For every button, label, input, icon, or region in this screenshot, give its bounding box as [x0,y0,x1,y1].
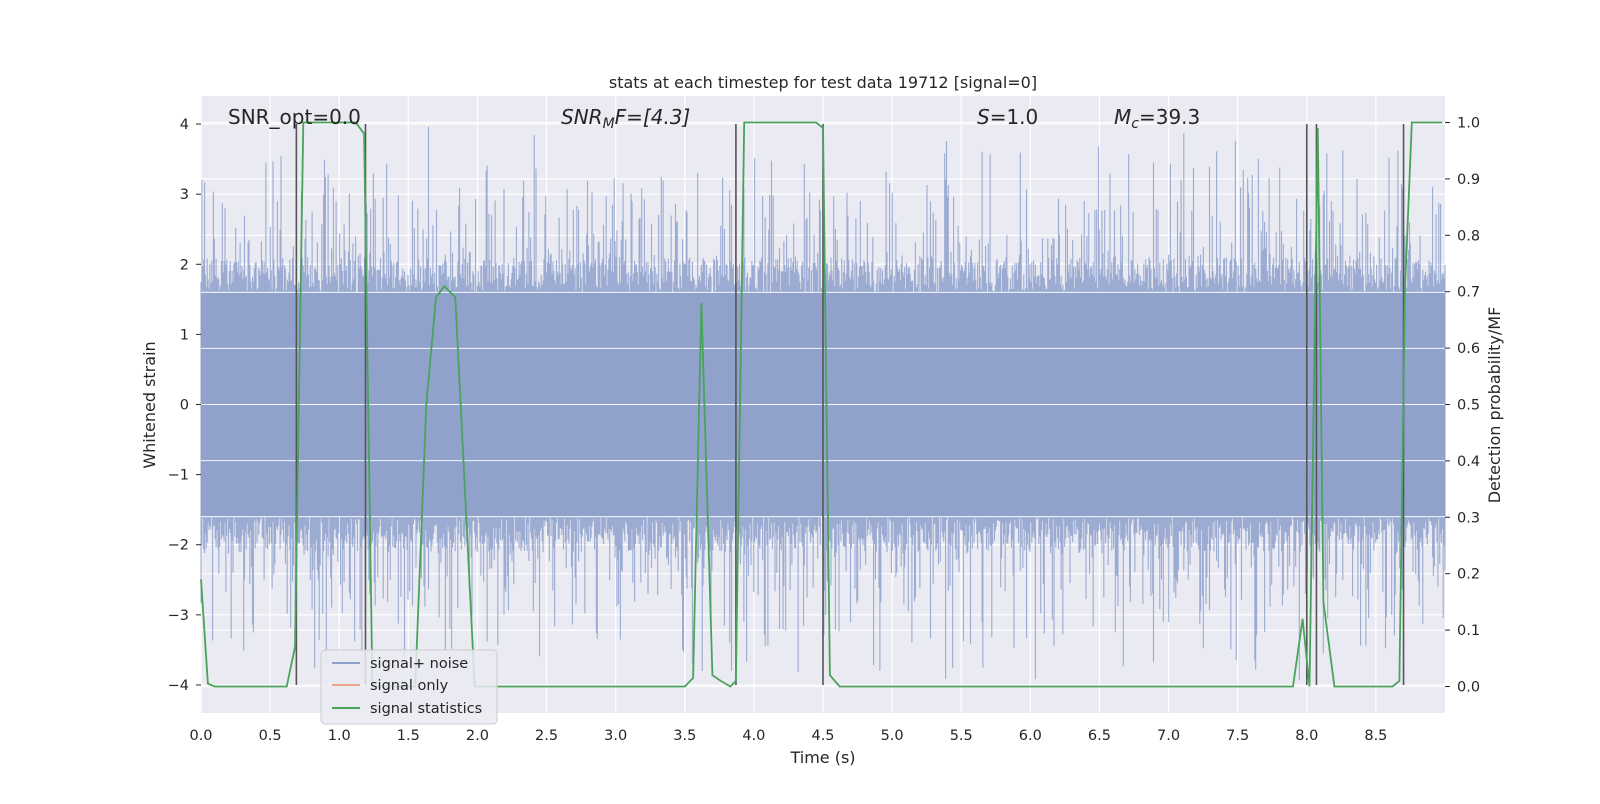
y-tick-label: −1 [168,468,189,484]
y2-tick-label: 0.8 [1457,228,1480,244]
y2-tick-label: 0.9 [1457,172,1480,188]
annotation-s: S=1.0 [977,105,1038,129]
series-signal-statistics [200,121,1443,688]
x-tick-label: 6.5 [1088,728,1111,744]
legend: signal+ noise signal only signal statist… [320,649,498,725]
annotation-mc-sub: c [1131,116,1139,132]
x-tick-label: 7.5 [1226,728,1249,744]
annotation-mc-tail: =39.3 [1139,105,1200,129]
annotation-s-tail: =1.0 [990,105,1039,129]
x-tick-label: 3.5 [673,728,696,744]
chart-title: stats at each timestep for test data 197… [609,73,1037,92]
y-tick-label: 0 [180,398,189,414]
x-tick-label: 4.0 [742,728,765,744]
legend-label-signal-noise: signal+ noise [370,656,468,672]
annotation-snr-opt: SNR_opt=0.0 [228,105,361,129]
x-tick-label: 0.0 [189,728,212,744]
x-tick-label: 2.5 [535,728,558,744]
x-tick-label: 4.5 [811,728,834,744]
x-tick-label: 3.0 [604,728,627,744]
annotation-mc: Mc=39.3 [1114,105,1200,132]
y2-tick-label: 0.6 [1457,341,1480,357]
legend-label-signal-only: signal only [370,678,449,694]
y2-axis-label: Detection probability/MF [1485,307,1504,504]
y-tick-label: 4 [180,117,189,133]
y-tick-label: 2 [180,257,189,273]
x-tick-label: 8.0 [1295,728,1318,744]
y2-tick-label: 0.1 [1457,623,1480,639]
annotation-s-main: S [977,105,990,129]
tick-layer: 0.0 0.5 1.0 1.5 2.0 2.5 3.0 3.5 4.0 4.5 5.0 5.5 6.0 6… [168,116,1480,744]
y-tick-label: 3 [180,187,189,203]
y-tick-label: −4 [168,678,189,694]
x-axis-label: Time (s) [789,748,855,767]
stat-layer [200,121,1443,688]
x-tick-label: 1.5 [397,728,420,744]
x-tick-label: 2.0 [466,728,489,744]
annotation-snr-mf-tail: F=[4.3] [615,105,691,129]
annotation-snr-mf-main: SNR [561,105,603,129]
legend-label-signal-statistics: signal statistics [370,701,482,717]
y-axis-label: Whitened strain [140,341,159,468]
x-tick-label: 1.0 [328,728,351,744]
y2-tick-label: 0.7 [1457,285,1480,301]
x-tick-label: 7.0 [1157,728,1180,744]
annotation-snr-mf-sub: M [603,116,615,132]
x-tick-label: 8.5 [1364,728,1387,744]
y2-tick-label: 1.0 [1457,116,1480,132]
annotation-mc-main: M [1114,105,1131,129]
annotation-snr-mf: SNRMF=[4.3] [561,105,690,132]
x-tick-label: 5.5 [950,728,973,744]
y2-tick-label: 0.5 [1457,398,1480,414]
x-tick-label: 6.0 [1019,728,1042,744]
legend-box [320,649,498,725]
x-tick-label: 5.0 [881,728,904,744]
y2-tick-label: 0.3 [1457,510,1480,526]
y-tick-label: −2 [168,538,189,554]
y2-tick-label: 0.4 [1457,454,1480,470]
y-tick-label: −3 [168,608,189,624]
y2-tick-label: 0.0 [1457,679,1480,695]
y-tick-label: 1 [180,327,189,343]
x-tick-label: 0.5 [259,728,282,744]
y2-tick-label: 0.2 [1457,567,1480,583]
